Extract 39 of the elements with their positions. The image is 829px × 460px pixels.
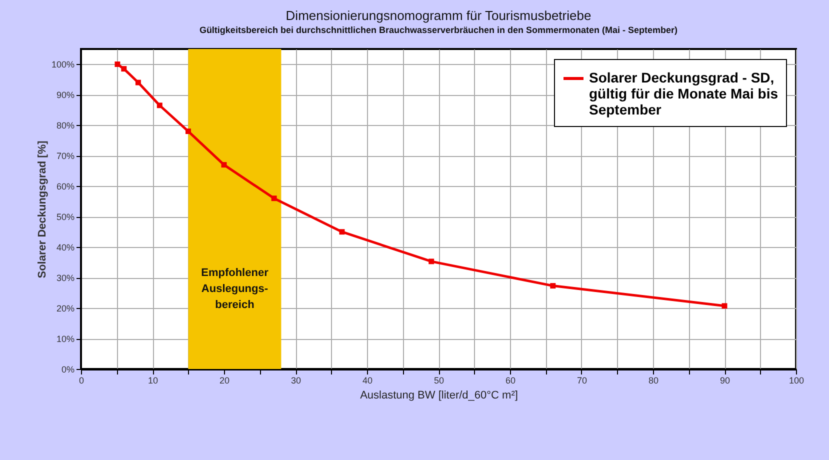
x-tick-label: 0 [78,376,84,386]
x-tick-label: 40 [362,376,373,386]
x-tick-label: 50 [434,376,444,386]
x-tick-label: 80 [648,376,659,386]
y-tick-label: 0% [61,364,74,374]
y-tick-label: 90% [56,90,74,100]
point [135,80,141,86]
point [550,283,556,289]
x-tick-label: 70 [576,376,588,386]
point [121,66,127,72]
y-axis-title: Solarer Deckungsgrad [%] [36,140,48,278]
band-label: Empfohlener Auslegungs- bereich [201,267,270,311]
legend-label: Solarer Deckungsgrad - SD, gültig für die Monate Mai bis September [589,70,778,118]
y-tick-label: 50% [56,212,74,222]
x-tick-label: 90 [720,376,730,386]
x-tick-label: 20 [219,376,230,386]
y-tick-label: 80% [56,120,74,131]
point [114,62,120,67]
point [156,102,162,108]
y-tick-label: 100% [51,60,74,70]
y-tick-label: 70% [56,151,74,162]
point [271,196,277,202]
x-tick-label: 60 [505,376,516,386]
x-axis-title: Auslastung BW [liter/d_60°C m²] [360,390,518,402]
point [186,128,191,134]
y-tick-label: 10% [56,334,74,344]
y-tick-label: 40% [56,242,74,253]
y-tick-label: 20% [56,304,74,314]
point [339,229,345,235]
y-tick-label: 60% [56,182,74,192]
point [722,303,728,309]
chart-title: Dimensionierungsnomogramm für Tourismusbetriebe [286,8,592,23]
chart-subtitle: Gültigkeitsbereich bei durchschnittlichen Brauchwasserverbräuchen in den Sommermonaten (Mai - September) [199,25,678,35]
x-tick-label: 10 [148,376,158,386]
x-tick-label: 100 [788,376,804,386]
point [428,258,434,264]
point [221,162,227,168]
y-tick-label: 30% [56,273,74,284]
x-tick-label: 30 [290,376,302,386]
